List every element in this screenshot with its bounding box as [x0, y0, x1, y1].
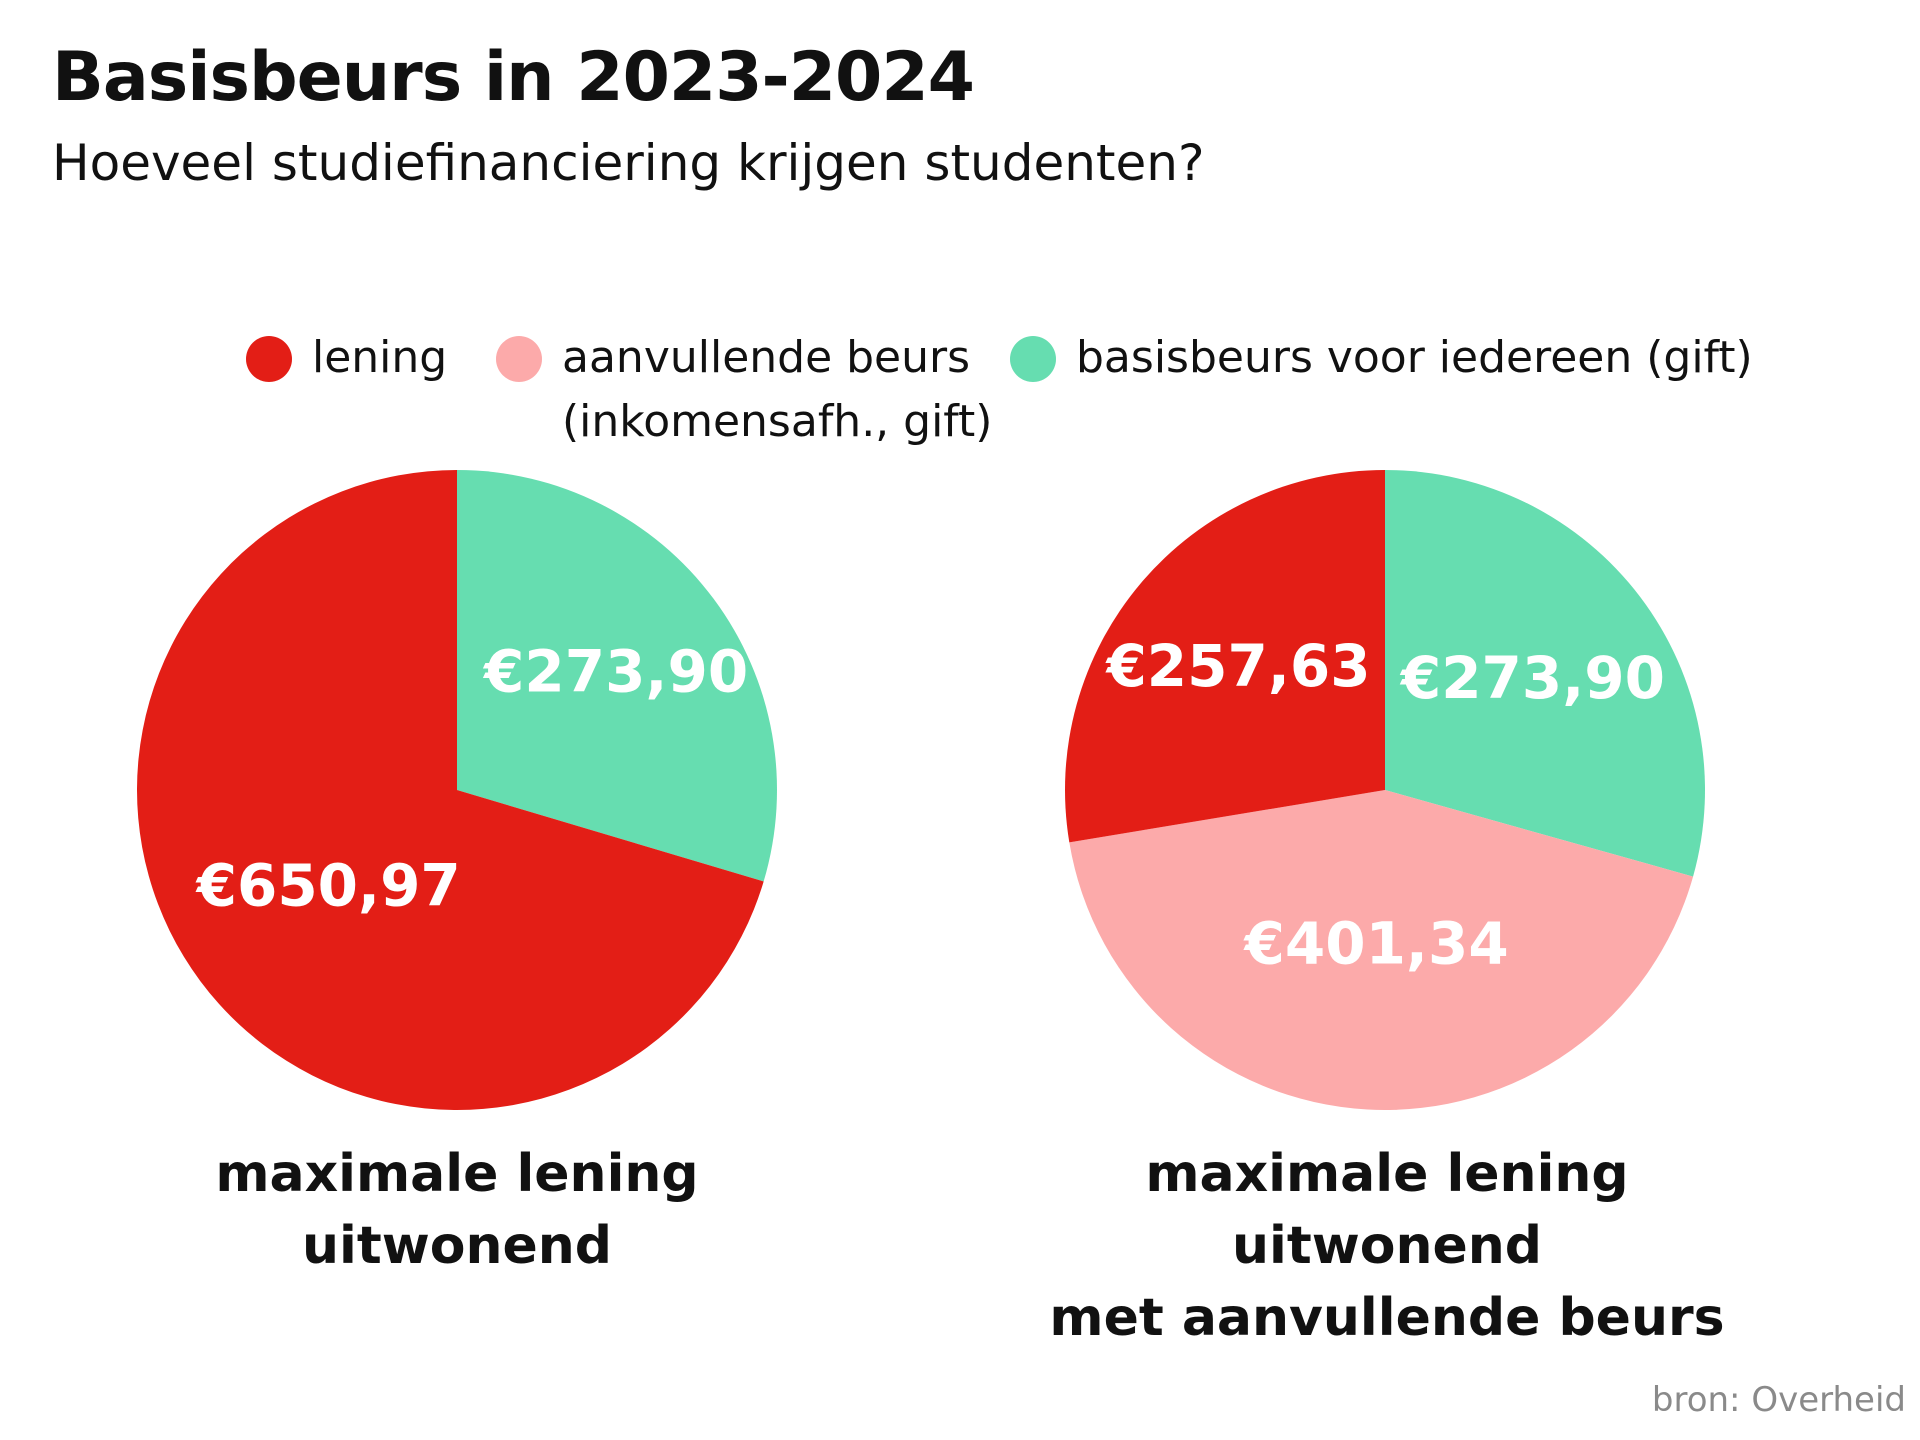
pie-2-slice-1 [1385, 470, 1705, 877]
pie-1-slice-1 [457, 470, 778, 882]
legend-label-basisbeurs: basisbeurs voor iedereen (gift) [1076, 332, 1753, 383]
pie-2-slice-2-label: €401,34 [1243, 909, 1509, 977]
pie-2-slice-3 [1065, 470, 1385, 843]
pie-2-caption: maximale lening uitwonend met aanvullend… [1049, 1144, 1725, 1348]
legend-item-aanvullende-beurs: aanvullende beurs (inkomensafh., gift) [496, 326, 992, 454]
legend-swatch-lening [246, 336, 292, 382]
chart-title: Basisbeurs in 2023-2024 [52, 38, 975, 117]
pie-1-slice-2-label: €650,97 [195, 852, 461, 920]
legend-label-aanvullende-beurs: aanvullende beurs (inkomensafh., gift) [562, 332, 993, 447]
source-note: bron: Overheid [1651, 1380, 1906, 1420]
legend-item-basisbeurs: basisbeurs voor iedereen (gift) [1010, 326, 1753, 390]
pie-2-slice-1-label: €273,90 [1399, 644, 1665, 712]
legend-label-lening: lening [312, 332, 448, 383]
legend-swatch-basisbeurs [1010, 336, 1056, 382]
pie-2-slice-2 [1069, 790, 1694, 1110]
pie-1-caption: maximale lening uitwonend [215, 1144, 699, 1276]
pie-1-slice-2 [136, 470, 764, 1110]
legend-swatch-aanvullende-beurs [496, 336, 542, 382]
legend-item-lening: lening [246, 326, 447, 390]
pie-2-slice-3-label: €257,63 [1104, 632, 1370, 700]
legend: lening aanvullende beurs (inkomensafh., … [0, 326, 1920, 456]
chart-subtitle: Hoeveel studiefinanciering krijgen stude… [52, 134, 1205, 192]
pie-1-slice-1-label: €273,90 [482, 637, 748, 705]
